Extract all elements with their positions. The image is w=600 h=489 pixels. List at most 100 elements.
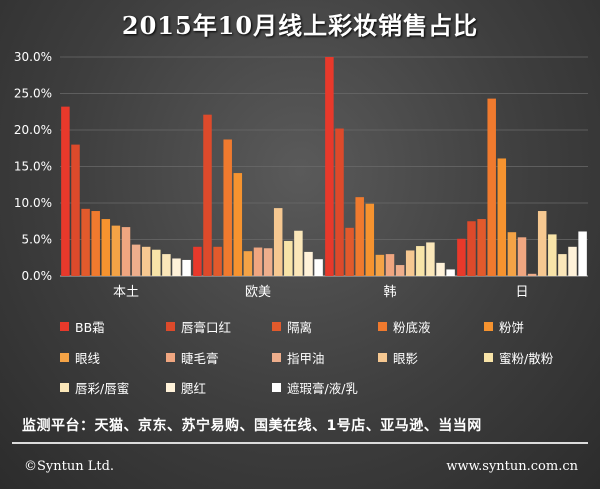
legend-swatch [378, 353, 387, 362]
x-category-label: 韩 [383, 285, 396, 300]
bar [213, 246, 222, 276]
website-link[interactable]: www.syntun.com.cn [446, 459, 578, 474]
bar [527, 273, 537, 276]
bar [223, 139, 232, 276]
chart-title: 2015年10月线上彩妆销售占比 [121, 11, 479, 40]
bar [375, 254, 385, 276]
copyright: ©Syntun Ltd. [24, 459, 115, 474]
bar [416, 246, 425, 276]
x-category-label: 欧美 [245, 285, 271, 300]
bar [517, 237, 527, 276]
bar [335, 128, 344, 276]
bar [457, 238, 466, 276]
y-tick-label: 10.0% [14, 196, 52, 210]
axes: 0.0% 5.0% 10.0% 15.0% 20.0% 25.0% 30.0% 本土 欧美 韩 日 [14, 50, 529, 300]
bar [467, 221, 476, 276]
bar [405, 250, 415, 276]
legend-label: 粉饼 [499, 320, 525, 335]
bar [477, 219, 486, 276]
legend-label: 蜜粉/散粉 [499, 351, 554, 366]
bar [284, 240, 293, 276]
legend-item: 唇彩/唇蜜 [60, 378, 129, 397]
legend-swatch [272, 353, 281, 362]
bar [446, 269, 455, 276]
legend-item: 唇膏口红 [166, 317, 231, 336]
legend-item: 遮瑕膏/液/乳 [272, 378, 358, 397]
legend-swatch [166, 353, 175, 362]
legend-swatch [484, 353, 493, 362]
y-tick-label: 5.0% [22, 233, 53, 247]
bar [487, 98, 496, 276]
bar [182, 259, 191, 276]
legend-label: 指甲油 [287, 351, 325, 366]
legend-swatch [272, 322, 281, 331]
legend-label: 眼影 [393, 351, 419, 366]
x-category-label: 日 [515, 285, 528, 300]
bar [365, 203, 375, 276]
legend-label: 粉底液 [393, 320, 431, 335]
legend-swatch [60, 322, 69, 331]
bar [162, 254, 171, 276]
bar [385, 254, 395, 276]
bar [71, 144, 80, 276]
legend-swatch [60, 353, 69, 362]
bar [141, 246, 151, 276]
y-tick-label: 15.0% [14, 160, 52, 174]
bar [121, 227, 131, 276]
legend-swatch [272, 383, 281, 392]
bar [304, 251, 313, 276]
legend-swatch [60, 383, 69, 392]
bar [253, 247, 263, 276]
bars [61, 57, 587, 276]
legend-swatch [378, 322, 387, 331]
bar [497, 158, 507, 276]
legend-item: 眼线 [60, 348, 100, 367]
legend-item: 睫毛膏 [166, 348, 219, 367]
bar [131, 244, 141, 276]
bar [558, 254, 567, 276]
legend-item: BB霜 [60, 317, 105, 336]
bar-chart: 0.0% 5.0% 10.0% 15.0% 20.0% 25.0% 30.0% 本土 欧美 韩 日 [14, 50, 588, 300]
bar [61, 106, 70, 276]
bar [111, 225, 121, 276]
bar [81, 208, 90, 276]
legend-item: 隔离 [272, 317, 312, 336]
legend-label: 眼线 [75, 351, 101, 366]
bar [345, 227, 354, 276]
bar [243, 251, 253, 276]
legend-label: 腮红 [181, 381, 207, 396]
bar [263, 248, 273, 276]
legend-label: 睫毛膏 [181, 351, 219, 366]
bar [507, 232, 517, 276]
bar [152, 249, 161, 276]
bar [294, 230, 303, 276]
x-category-label: 本土 [113, 285, 139, 300]
y-tick-label: 25.0% [14, 87, 52, 101]
bar [578, 231, 587, 276]
legend-swatch [484, 322, 493, 331]
y-tick-label: 30.0% [14, 50, 52, 64]
bar [314, 259, 323, 276]
bar [273, 208, 283, 276]
legend-label: BB霜 [75, 320, 105, 335]
bar [537, 211, 547, 276]
legend-label: 唇膏口红 [181, 320, 232, 335]
legend-swatch [166, 322, 175, 331]
legend-label: 遮瑕膏/液/乳 [287, 381, 358, 396]
legend-item: 粉饼 [484, 317, 524, 336]
legend-label: 隔离 [287, 320, 313, 335]
bar [436, 262, 445, 276]
legend-item: 蜜粉/散粉 [484, 348, 553, 367]
y-tick-label: 0.0% [22, 269, 53, 283]
legend-item: 眼影 [378, 348, 418, 367]
y-tick-label: 20.0% [14, 123, 52, 137]
legend-item: 指甲油 [272, 348, 325, 367]
legend-label: 唇彩/唇蜜 [75, 381, 130, 396]
legend-item: 腮红 [166, 378, 206, 397]
bar [172, 258, 181, 276]
bar [203, 114, 212, 276]
bar [395, 265, 405, 276]
bar [91, 211, 100, 276]
bar [233, 173, 243, 276]
bar [101, 219, 111, 276]
